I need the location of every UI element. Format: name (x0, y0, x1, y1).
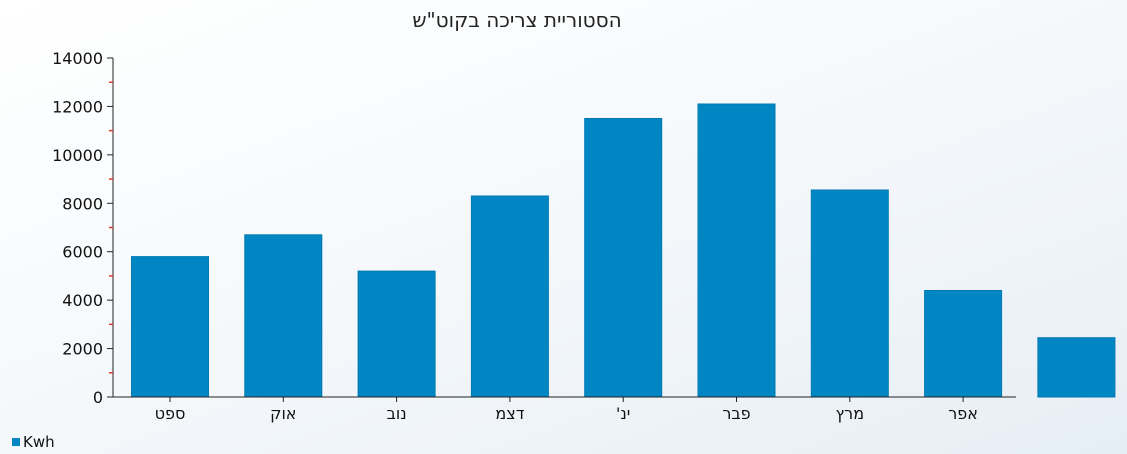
y-tick-label: 10000 (52, 146, 103, 165)
x-tick-label: מרץ (836, 404, 865, 423)
chart-title: הסטוריית צריכה בקוט"ש (412, 8, 621, 32)
legend: Kwh (12, 433, 55, 451)
legend-swatch (12, 438, 20, 446)
bar (924, 290, 1003, 398)
bar (357, 270, 436, 398)
y-tick-label: 2000 (62, 340, 103, 359)
y-axis: 0 2000 4000 6000 8000 10000 12000 14000 (52, 49, 114, 407)
bar (470, 195, 549, 398)
bar (1037, 337, 1116, 398)
y-tick-label: 0 (93, 388, 103, 407)
x-tick-label: ינ' (616, 404, 630, 423)
y-tick-label: 12000 (52, 97, 103, 116)
x-tick-label: ספט (155, 404, 186, 423)
bar (697, 103, 776, 398)
y-tick-label: 4000 (62, 291, 103, 310)
x-tick-label: פבר (722, 404, 750, 423)
bar (131, 256, 209, 398)
y-tick-label: 8000 (62, 194, 103, 213)
x-tick-label: אוק (270, 404, 296, 423)
bar (244, 234, 323, 398)
x-tick-label: אפר (948, 404, 978, 423)
x-tick-label: נוב (387, 404, 407, 423)
x-tick-label: דצמ (495, 404, 524, 423)
legend-label: Kwh (23, 433, 55, 451)
bars (131, 103, 1116, 398)
y-tick-label: 14000 (52, 49, 103, 68)
bar (810, 189, 889, 398)
y-tick-label: 6000 (62, 243, 103, 262)
x-axis: ספט אוק נוב דצמ ינ' פבר מרץ אפר (113, 396, 1016, 423)
bar (584, 118, 663, 398)
